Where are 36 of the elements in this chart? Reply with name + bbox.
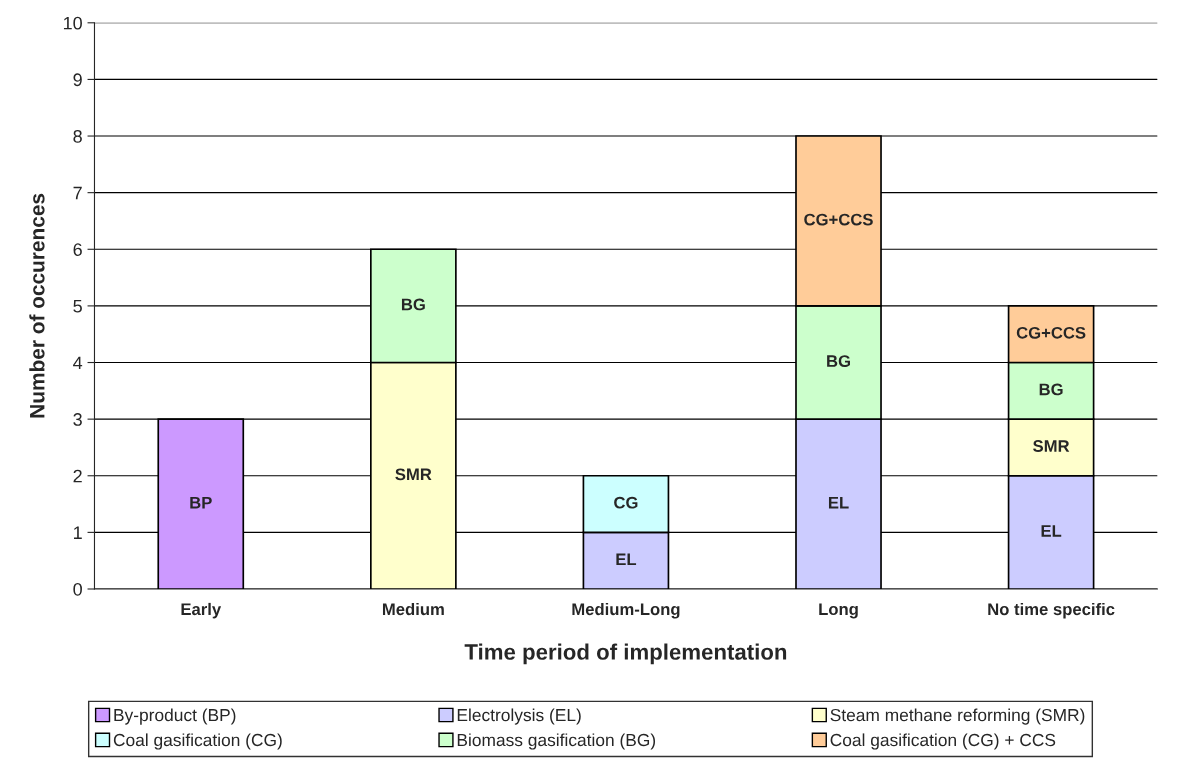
data-label: SMR bbox=[395, 468, 432, 481]
data-label: BG bbox=[1039, 383, 1063, 396]
legend-label: By-product (BP) bbox=[114, 708, 236, 725]
y-tick-label: 2 bbox=[73, 469, 82, 483]
x-tick-label: Medium bbox=[382, 602, 444, 616]
data-label: BG bbox=[827, 355, 850, 367]
data-label: CG bbox=[614, 496, 638, 509]
y-tick-label: 3 bbox=[73, 413, 82, 426]
x-tick-label: Long bbox=[819, 603, 858, 619]
legend-label: Biomass gasification (BG) bbox=[457, 733, 656, 750]
data-label: CG+CCS bbox=[1016, 326, 1086, 339]
y-tick-label: 7 bbox=[73, 186, 82, 200]
legend-label: Steam methane reforming (SMR) bbox=[830, 708, 1085, 725]
data-label: EL bbox=[828, 496, 849, 509]
y-tick-label: 4 bbox=[73, 356, 83, 370]
x-tick-label: No time specific bbox=[988, 602, 1115, 619]
data-label: BG bbox=[401, 298, 425, 311]
data-label: SMR bbox=[1033, 440, 1070, 452]
y-tick-label: 0 bbox=[73, 582, 82, 596]
legend-label: Coal gasification (CG) bbox=[113, 733, 282, 750]
y-axis-title: Number of occurences bbox=[29, 193, 45, 418]
x-axis-title: Time period of implementation bbox=[464, 643, 787, 665]
data-label: EL bbox=[1041, 525, 1062, 537]
legend-label: Coal gasification (CG) + CCS bbox=[830, 733, 1056, 750]
legend-label: Electrolysis (EL) bbox=[457, 708, 581, 725]
y-tick-label: 1 bbox=[74, 526, 82, 539]
y-tick-label: 8 bbox=[73, 129, 82, 143]
y-tick-label: 9 bbox=[73, 73, 82, 87]
y-tick-label: 6 bbox=[73, 243, 82, 256]
data-label: EL bbox=[616, 553, 637, 565]
y-tick-label: 10 bbox=[63, 16, 82, 30]
data-label: BP bbox=[190, 496, 212, 509]
x-tick-label: Early bbox=[181, 602, 222, 619]
data-label: CG+CCS bbox=[804, 213, 873, 226]
x-tick-label: Medium-Long bbox=[572, 602, 680, 619]
y-tick-label: 5 bbox=[73, 300, 82, 313]
